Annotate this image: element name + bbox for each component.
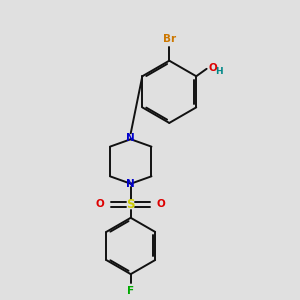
Text: N: N (126, 179, 135, 189)
Text: F: F (127, 286, 134, 296)
Text: N: N (126, 133, 135, 143)
Text: O: O (157, 200, 166, 209)
Text: S: S (127, 198, 135, 211)
Text: O: O (96, 200, 105, 209)
Text: H: H (215, 67, 223, 76)
Text: O: O (208, 63, 217, 73)
Text: Br: Br (163, 34, 176, 44)
